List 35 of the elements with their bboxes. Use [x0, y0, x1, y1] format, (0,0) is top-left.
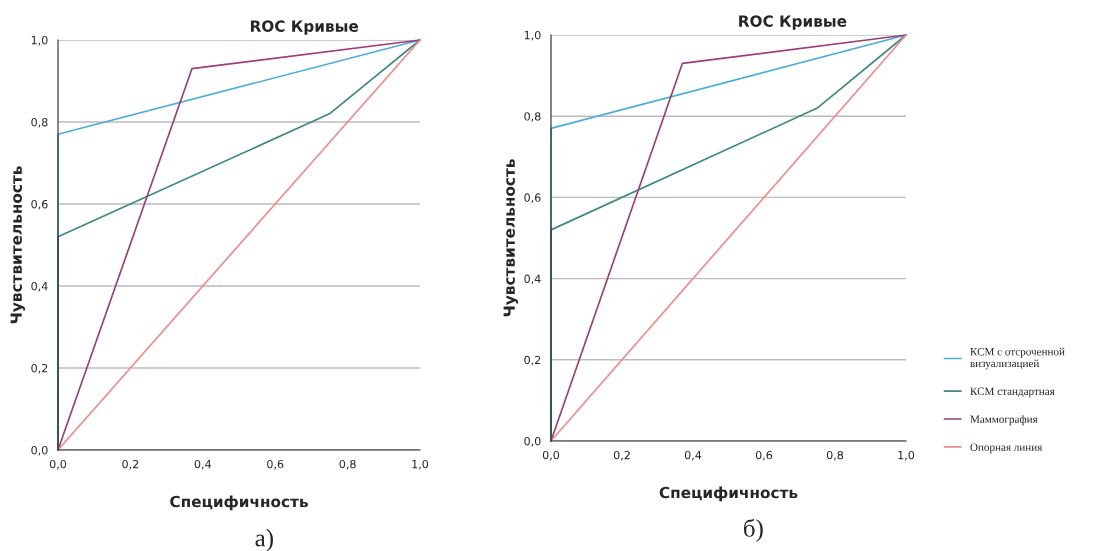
y-tick-label: 0,2 — [524, 355, 541, 366]
y-tick-label: 0,6 — [31, 199, 48, 210]
x-tick-label: 0,8 — [826, 450, 844, 461]
y-tick-label: 0,6 — [524, 193, 541, 203]
y-tick-label: 0,8 — [31, 117, 48, 128]
chart-title: ROC Кривые — [739, 15, 847, 30]
y-tick-label: 0,2 — [31, 363, 48, 374]
x-tick-label: 0,8 — [339, 459, 356, 470]
x-tick-label: 0,4 — [684, 450, 702, 461]
y-tick-label: 0,8 — [524, 112, 541, 122]
y-axis-title: Чувствительность — [503, 159, 519, 317]
x-tick-label: 0,6 — [267, 459, 284, 470]
y-tick-label: 1,0 — [31, 35, 48, 46]
legend-label: КСМ с отсроченной визуализацией — [970, 347, 1065, 370]
y-tick-label: 0,4 — [524, 274, 541, 285]
y-axis-title: Чувствительность — [10, 166, 26, 324]
x-tick-label: 0,2 — [122, 459, 139, 470]
chart-title: ROC Кривые — [250, 20, 359, 35]
legend-label: КСМ стандартная — [970, 387, 1055, 398]
y-tick-label: 0,4 — [31, 281, 48, 292]
x-tick-label: 0,4 — [194, 459, 212, 470]
x-tick-label: 1,0 — [898, 450, 915, 461]
x-tick-label: 1,0 — [412, 459, 429, 470]
legend-label: Опорная линия — [970, 443, 1043, 454]
x-tick-label: 0,0 — [542, 450, 560, 461]
text: а) — [255, 528, 273, 551]
y-tick-label: 0,0 — [524, 436, 541, 447]
x-tick-label: 0,0 — [49, 459, 67, 470]
legend-label: Маммография — [970, 415, 1038, 426]
x-axis-title: Специфичность — [659, 486, 798, 502]
y-tick-label: 1,0 — [524, 30, 541, 41]
x-axis-title: Специфичность — [170, 495, 308, 511]
x-tick-label: 0,2 — [613, 450, 630, 461]
text: б) — [744, 518, 763, 542]
x-tick-label: 0,6 — [755, 450, 773, 461]
